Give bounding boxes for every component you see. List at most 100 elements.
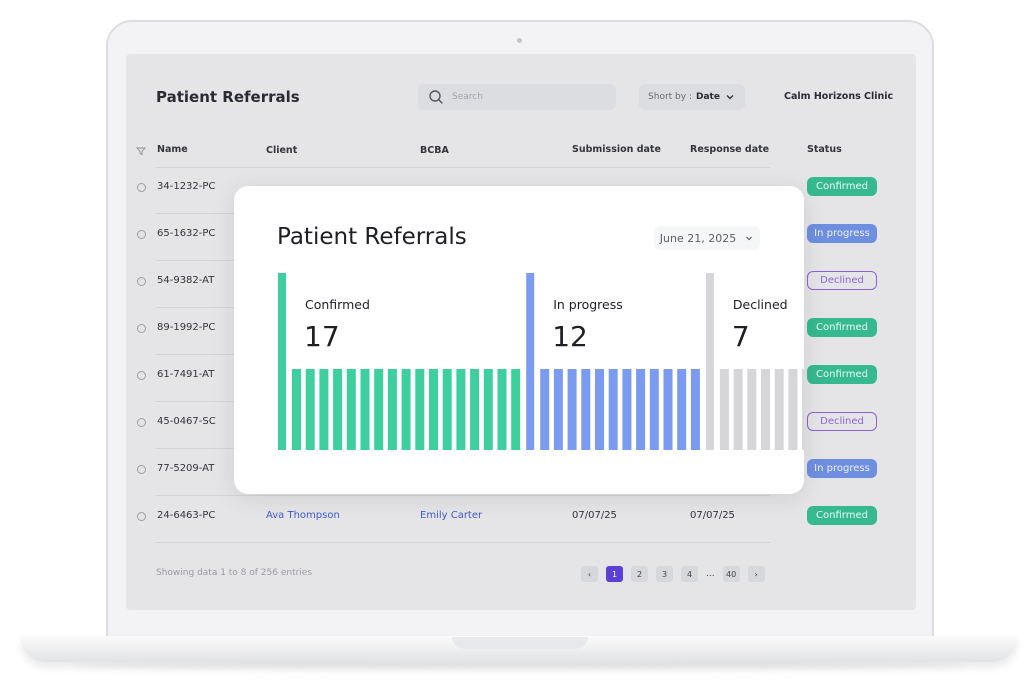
row-submission-date: 07/07/25: [572, 510, 617, 521]
page-button-2[interactable]: 2: [631, 566, 648, 582]
segment-label: In progress: [553, 297, 623, 312]
sort-value: Date: [696, 92, 720, 102]
chart-bar: [387, 369, 397, 450]
sort-label: Short by :: [648, 92, 692, 102]
chart-bar: [595, 369, 604, 450]
laptop-notch: [452, 637, 588, 649]
chart-bar: [553, 369, 563, 450]
status-badge: Confirmed: [807, 318, 877, 337]
chart-bar: [305, 369, 315, 450]
row-radio[interactable]: [137, 183, 146, 192]
chart-bar: [483, 369, 493, 450]
segment-value: 17: [304, 320, 340, 353]
chart-bar: [456, 369, 466, 450]
row-radio[interactable]: [137, 418, 146, 427]
row-name: 89-1992-PC: [157, 322, 216, 333]
chart-bar: [346, 369, 356, 450]
segment-value: 12: [552, 320, 588, 353]
pagination: ‹ 1 2 3 4 ... 40 ›: [581, 566, 765, 582]
page-button-4[interactable]: 4: [681, 566, 698, 582]
segment-in-progress: In progress 12: [526, 273, 700, 450]
date-value: June 21, 2025: [659, 231, 737, 245]
chart-bar: [719, 369, 729, 450]
prev-page-button[interactable]: ‹: [581, 566, 598, 582]
column-header-response-date[interactable]: Response date: [690, 144, 770, 155]
status-badge: Declined: [807, 412, 877, 431]
row-response-date: 07/07/25: [690, 510, 735, 521]
chart-bar: [511, 369, 521, 450]
search-input[interactable]: [450, 91, 604, 103]
segment-label: Confirmed: [305, 297, 370, 312]
chart-bar: [663, 369, 673, 450]
chart-bar: [292, 369, 301, 450]
chart-bar: [802, 369, 804, 450]
status-badge: Confirmed: [807, 506, 877, 525]
row-name: 54-9382-AT: [157, 275, 215, 286]
entries-summary: Showing data 1 to 8 of 256 entries: [156, 568, 313, 578]
page-button-40[interactable]: 40: [722, 566, 740, 582]
page-button-1[interactable]: 1: [606, 566, 623, 582]
row-divider: [156, 495, 770, 496]
segment-value: 7: [732, 320, 750, 353]
chart-bar: [690, 369, 700, 450]
status-badge: Confirmed: [807, 177, 877, 196]
column-header-bcba[interactable]: BCBA: [420, 145, 449, 156]
table-row[interactable]: 24-6463-PC Ava Thompson Emily Carter 07/…: [126, 496, 916, 543]
chart-bar: [360, 369, 370, 450]
row-name: 34-1232-PC: [157, 181, 216, 192]
segment-label: Declined: [733, 297, 788, 312]
row-radio[interactable]: [137, 324, 146, 333]
status-badge: In progress: [807, 459, 877, 478]
chevron-down-icon: [746, 236, 753, 241]
chart-bar: [401, 369, 411, 450]
chart-bar: [497, 369, 507, 450]
row-radio[interactable]: [137, 277, 146, 286]
row-name: 61-7491-AT: [157, 369, 215, 380]
table-row[interactable]: 77-5209-AT In progress: [126, 449, 916, 496]
segment-accent-bar: [526, 273, 535, 450]
column-header-submission-date[interactable]: Submission date: [572, 144, 661, 155]
row-radio[interactable]: [137, 465, 146, 474]
chart-bar: [677, 369, 687, 450]
filter-icon[interactable]: [136, 146, 146, 156]
row-divider: [156, 542, 770, 543]
chart-bar: [774, 369, 784, 450]
chevron-down-icon: [726, 95, 734, 100]
segment-declined: Declined 7: [705, 273, 804, 450]
page-title: Patient Referrals: [156, 88, 300, 106]
row-client-link[interactable]: Ava Thompson: [266, 510, 340, 521]
column-header-status[interactable]: Status: [807, 144, 842, 155]
segment-accent-bar: [705, 273, 714, 450]
sort-dropdown[interactable]: Short by : Date: [639, 84, 745, 110]
row-name: 77-5209-AT: [157, 463, 215, 474]
search-bar[interactable]: [418, 84, 616, 110]
row-radio[interactable]: [137, 230, 146, 239]
column-header-name[interactable]: Name: [157, 144, 188, 155]
chart-bar: [470, 369, 480, 450]
row-name: 24-6463-PC: [157, 510, 216, 521]
card-title: Patient Referrals: [277, 224, 467, 250]
chart-bar: [429, 369, 438, 450]
row-bcba-link[interactable]: Emily Carter: [420, 510, 483, 521]
chart-bar: [540, 369, 550, 450]
status-badge: Confirmed: [807, 365, 877, 384]
row-name: 45-0467-SC: [157, 416, 216, 427]
next-page-button[interactable]: ›: [747, 566, 765, 582]
date-picker[interactable]: June 21, 2025: [654, 226, 760, 250]
row-radio[interactable]: [137, 512, 146, 521]
page-button-3[interactable]: 3: [656, 566, 673, 582]
column-header-client[interactable]: Client: [266, 145, 298, 156]
chart-bar: [608, 369, 618, 450]
chart-bar: [567, 369, 577, 450]
chart-bar: [733, 369, 743, 450]
clinic-name: Calm Horizons Clinic: [784, 91, 894, 102]
laptop-shadow: [70, 660, 968, 670]
camera-dot: [517, 38, 522, 43]
chart-bar: [636, 369, 646, 450]
chart-bar: [761, 369, 770, 450]
chart-bar: [415, 369, 425, 450]
status-badge: In progress: [807, 224, 877, 243]
chart-bar: [333, 369, 343, 450]
row-radio[interactable]: [137, 371, 146, 380]
chart-bar: [788, 369, 798, 450]
